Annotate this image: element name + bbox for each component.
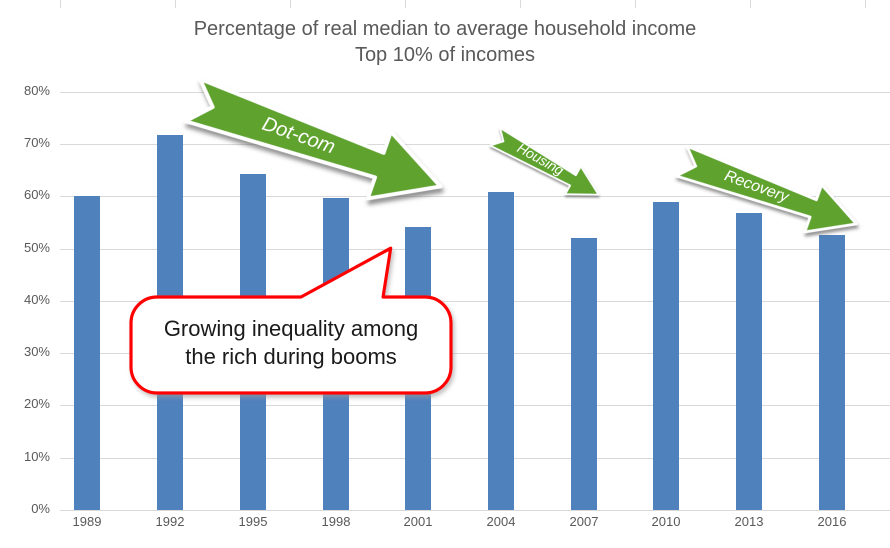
svg-text:the rich during booms: the rich during booms bbox=[185, 344, 397, 369]
svg-text:Growing inequality among: Growing inequality among bbox=[164, 316, 418, 341]
